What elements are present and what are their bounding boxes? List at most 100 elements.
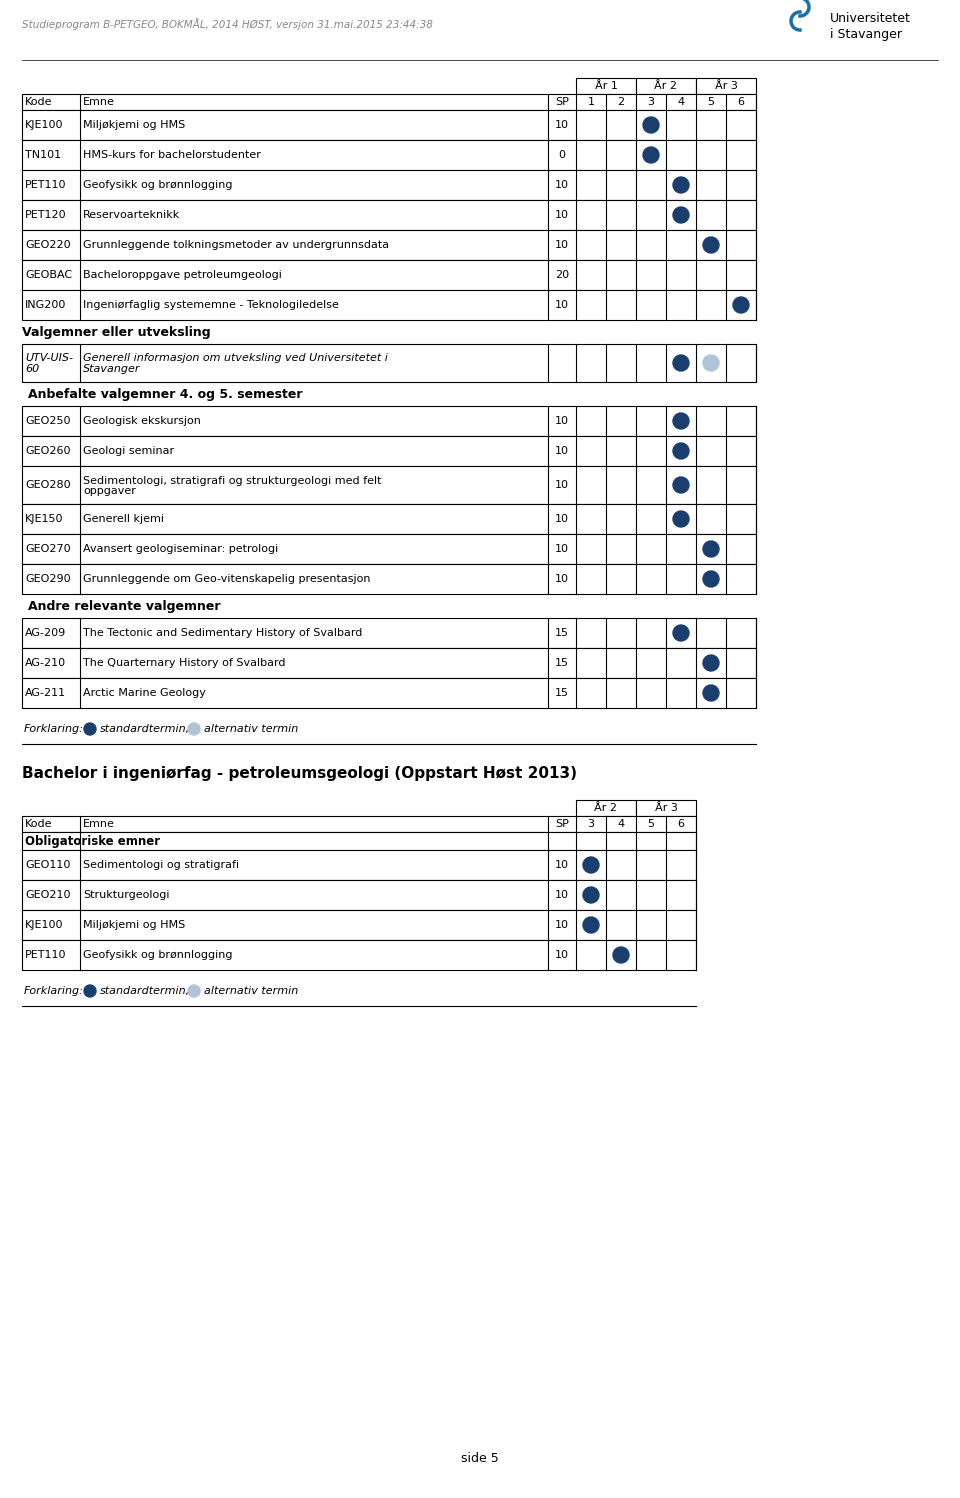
Bar [22, 533, 756, 565]
Text: 6: 6 [737, 97, 745, 106]
Text: 3: 3 [647, 97, 655, 106]
Bar [22, 231, 756, 261]
Text: Miljøkjemi og HMS: Miljøkjemi og HMS [83, 120, 185, 130]
Text: Miljøkjemi og HMS: Miljøkjemi og HMS [83, 920, 185, 930]
Bar [22, 503, 756, 533]
Circle shape [673, 355, 689, 372]
Text: Geofysikk og brønnlogging: Geofysikk og brønnlogging [83, 180, 232, 190]
Text: Strukturgeologi: Strukturgeologi [83, 890, 170, 900]
Text: GEO220: GEO220 [25, 240, 71, 250]
Text: 15: 15 [555, 628, 569, 638]
Bar [22, 436, 756, 466]
Text: Geologi seminar: Geologi seminar [83, 446, 174, 455]
Text: 10: 10 [555, 120, 569, 130]
Bar [22, 909, 696, 941]
Bar [22, 109, 756, 139]
Text: 10: 10 [555, 240, 569, 250]
Text: 10: 10 [555, 180, 569, 190]
Text: Andre relevante valgemner: Andre relevante valgemner [28, 601, 221, 613]
Bar [636, 800, 696, 816]
Text: GEO290: GEO290 [25, 574, 71, 584]
Bar [22, 649, 756, 679]
Text: GEOBAC: GEOBAC [25, 270, 72, 280]
Text: Valgemner eller utveksling: Valgemner eller utveksling [22, 327, 210, 339]
Circle shape [703, 685, 719, 701]
Text: Studieprogram B-PETGEO, BOKMÅL, 2014 HØST, versjon 31.mai.2015 23:44:38: Studieprogram B-PETGEO, BOKMÅL, 2014 HØS… [22, 18, 433, 30]
Text: År 3: År 3 [714, 81, 737, 91]
Text: Anbefalte valgemner 4. og 5. semester: Anbefalte valgemner 4. og 5. semester [28, 388, 302, 401]
Text: KJE150: KJE150 [25, 514, 63, 524]
Text: PET110: PET110 [25, 180, 66, 190]
Text: 15: 15 [555, 688, 569, 698]
Circle shape [673, 443, 689, 458]
Text: Universitetet: Universitetet [830, 12, 911, 25]
Circle shape [84, 986, 96, 998]
Bar [22, 941, 696, 971]
Text: The Tectonic and Sedimentary History of Svalbard: The Tectonic and Sedimentary History of … [83, 628, 362, 638]
Text: GEO250: GEO250 [25, 416, 70, 425]
Text: År 3: År 3 [655, 803, 678, 813]
Text: 15: 15 [555, 658, 569, 668]
Text: AG-209: AG-209 [25, 628, 66, 638]
Text: Stavanger: Stavanger [83, 364, 140, 374]
Text: År 1: År 1 [594, 81, 617, 91]
Bar [22, 879, 696, 909]
Text: 20: 20 [555, 270, 569, 280]
Circle shape [613, 947, 629, 963]
Text: 10: 10 [555, 300, 569, 310]
Circle shape [673, 413, 689, 428]
Text: AG-211: AG-211 [25, 688, 66, 698]
Text: side 5: side 5 [461, 1452, 499, 1465]
Text: Bacheloroppgave petroleumgeologi: Bacheloroppgave petroleumgeologi [83, 270, 282, 280]
Circle shape [673, 476, 689, 493]
Circle shape [703, 237, 719, 253]
Circle shape [643, 117, 659, 133]
Text: Sedimentologi og stratigrafi: Sedimentologi og stratigrafi [83, 860, 239, 870]
Circle shape [643, 147, 659, 163]
Text: 4: 4 [617, 819, 625, 828]
Text: UTV-UIS-: UTV-UIS- [25, 354, 73, 363]
Text: Reservoarteknikk: Reservoarteknikk [83, 210, 180, 220]
Text: Grunnleggende om Geo-vitenskapelig presentasjon: Grunnleggende om Geo-vitenskapelig prese… [83, 574, 371, 584]
Bar [22, 291, 756, 321]
Text: Ingeniørfaglig systememne - Teknologiledelse: Ingeniørfaglig systememne - Teknologiled… [83, 300, 339, 310]
Circle shape [673, 177, 689, 193]
Text: alternativ termin: alternativ termin [204, 724, 299, 734]
Circle shape [583, 887, 599, 903]
Bar [22, 849, 696, 879]
Text: 2: 2 [617, 97, 625, 106]
Text: GEO270: GEO270 [25, 544, 71, 554]
Text: 10: 10 [555, 479, 569, 490]
Bar [22, 169, 756, 201]
Bar [22, 831, 696, 849]
Circle shape [673, 625, 689, 641]
Bar [22, 201, 756, 231]
Text: Grunnleggende tolkningsmetoder av undergrunnsdata: Grunnleggende tolkningsmetoder av underg… [83, 240, 389, 250]
Bar [576, 800, 636, 816]
Bar [22, 565, 756, 595]
Circle shape [703, 541, 719, 557]
Text: standardtermin,: standardtermin, [100, 724, 190, 734]
Text: 10: 10 [555, 446, 569, 455]
Text: 10: 10 [555, 890, 569, 900]
Text: GEO260: GEO260 [25, 446, 70, 455]
Bar [22, 406, 756, 436]
Text: Geofysikk og brønnlogging: Geofysikk og brønnlogging [83, 950, 232, 960]
Circle shape [703, 355, 719, 372]
Text: 10: 10 [555, 544, 569, 554]
Text: standardtermin,: standardtermin, [100, 986, 190, 996]
Bar [22, 816, 696, 831]
Text: 10: 10 [555, 210, 569, 220]
Circle shape [673, 511, 689, 527]
Text: 5: 5 [647, 819, 655, 828]
Text: Bachelor i ingeniørfag - petroleumsgeologi (Oppstart Høst 2013): Bachelor i ingeniørfag - petroleumsgeolo… [22, 765, 577, 780]
Text: TN101: TN101 [25, 150, 61, 160]
Text: Arctic Marine Geology: Arctic Marine Geology [83, 688, 205, 698]
Text: Avansert geologiseminar: petrologi: Avansert geologiseminar: petrologi [83, 544, 278, 554]
Text: PET120: PET120 [25, 210, 66, 220]
Text: SP: SP [555, 819, 569, 828]
Text: Sedimentologi, stratigrafi og strukturgeologi med felt: Sedimentologi, stratigrafi og strukturge… [83, 476, 381, 485]
Text: 4: 4 [678, 97, 684, 106]
Text: 0: 0 [559, 150, 565, 160]
Text: GEO210: GEO210 [25, 890, 70, 900]
